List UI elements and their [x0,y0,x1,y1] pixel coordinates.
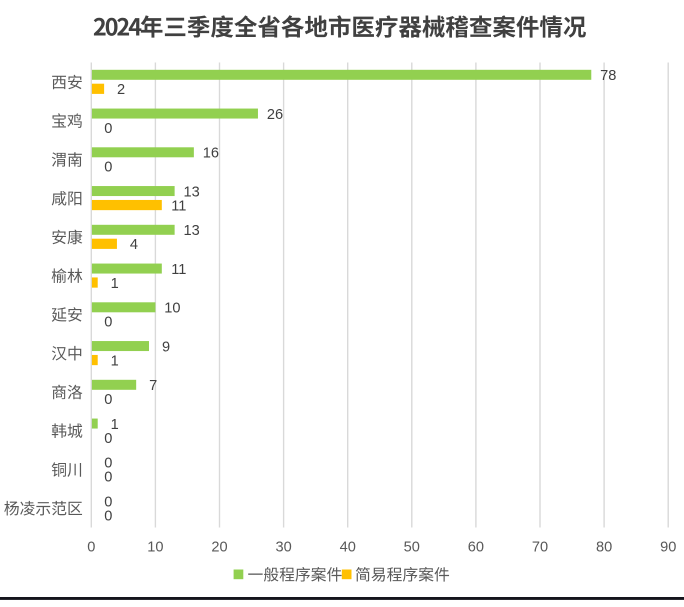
svg-text:0: 0 [104,392,112,408]
svg-text:13: 13 [183,184,199,200]
svg-text:26: 26 [267,107,283,123]
svg-text:1: 1 [111,353,119,369]
svg-text:0: 0 [104,315,112,331]
svg-text:78: 78 [600,68,616,84]
svg-text:1: 1 [111,417,119,433]
svg-text:90: 90 [660,540,676,556]
svg-text:20: 20 [211,540,227,556]
svg-text:60: 60 [468,540,484,556]
svg-text:0: 0 [104,431,112,447]
svg-text:10: 10 [164,301,180,317]
svg-text:11: 11 [171,198,186,214]
svg-text:70: 70 [532,540,548,556]
svg-text:1: 1 [111,276,119,292]
svg-text:30: 30 [275,540,291,556]
svg-text:16: 16 [203,146,219,162]
svg-text:0: 0 [104,508,112,524]
svg-text:4: 4 [130,237,138,253]
svg-text:0: 0 [104,121,112,137]
svg-text:0: 0 [104,470,112,486]
svg-text:50: 50 [404,540,420,556]
svg-text:13: 13 [183,223,199,239]
svg-text:11: 11 [171,262,186,278]
svg-text:0: 0 [87,540,95,556]
svg-text:80: 80 [596,540,612,556]
svg-text:2: 2 [117,82,125,98]
svg-text:0: 0 [104,456,112,472]
svg-text:9: 9 [162,339,170,355]
svg-text:0: 0 [104,160,112,176]
svg-text:40: 40 [340,540,356,556]
svg-text:7: 7 [149,378,157,394]
svg-text:0: 0 [104,494,112,510]
svg-text:10: 10 [147,540,163,556]
